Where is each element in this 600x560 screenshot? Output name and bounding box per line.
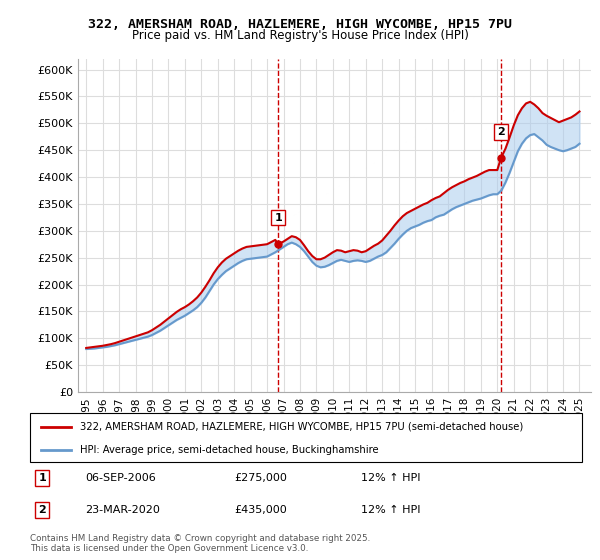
Text: 2: 2 bbox=[38, 505, 46, 515]
Text: HPI: Average price, semi-detached house, Buckinghamshire: HPI: Average price, semi-detached house,… bbox=[80, 445, 379, 455]
Text: 12% ↑ HPI: 12% ↑ HPI bbox=[361, 505, 421, 515]
Text: 322, AMERSHAM ROAD, HAZLEMERE, HIGH WYCOMBE, HP15 7PU (semi-detached house): 322, AMERSHAM ROAD, HAZLEMERE, HIGH WYCO… bbox=[80, 422, 523, 432]
Text: £275,000: £275,000 bbox=[234, 473, 287, 483]
Text: 12% ↑ HPI: 12% ↑ HPI bbox=[361, 473, 421, 483]
Text: 322, AMERSHAM ROAD, HAZLEMERE, HIGH WYCOMBE, HP15 7PU: 322, AMERSHAM ROAD, HAZLEMERE, HIGH WYCO… bbox=[88, 18, 512, 31]
Text: 2: 2 bbox=[497, 127, 505, 137]
Text: 1: 1 bbox=[274, 213, 282, 223]
Text: Price paid vs. HM Land Registry's House Price Index (HPI): Price paid vs. HM Land Registry's House … bbox=[131, 29, 469, 42]
Text: £435,000: £435,000 bbox=[234, 505, 287, 515]
Text: 1: 1 bbox=[38, 473, 46, 483]
FancyBboxPatch shape bbox=[30, 413, 582, 462]
Text: Contains HM Land Registry data © Crown copyright and database right 2025.
This d: Contains HM Land Registry data © Crown c… bbox=[30, 534, 370, 553]
Text: 06-SEP-2006: 06-SEP-2006 bbox=[85, 473, 156, 483]
Text: 23-MAR-2020: 23-MAR-2020 bbox=[85, 505, 160, 515]
